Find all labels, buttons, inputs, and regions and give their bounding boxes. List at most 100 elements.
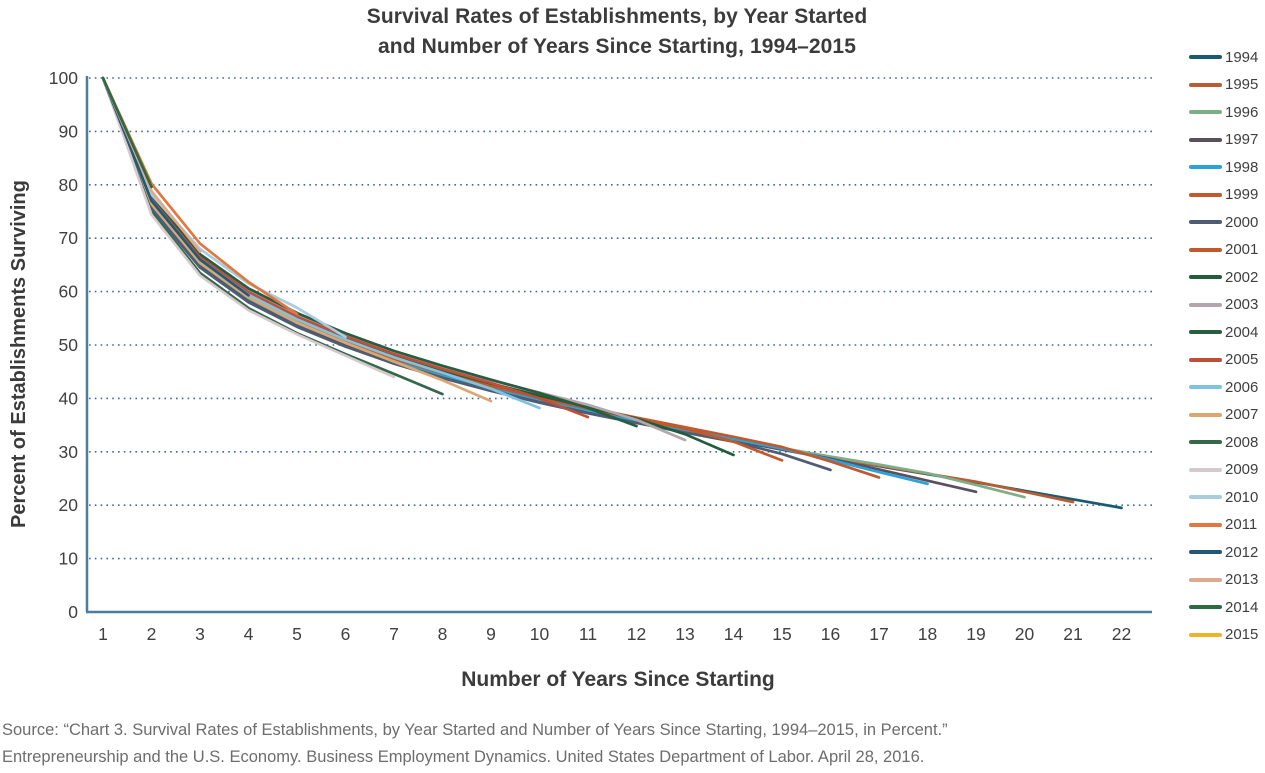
legend-label: 1996 — [1225, 103, 1259, 121]
legend-item-2011: 2011 — [1189, 515, 1257, 535]
x-tick-label: 18 — [918, 624, 937, 644]
series-line-2000 — [101, 76, 832, 472]
x-tick-label: 3 — [195, 624, 205, 644]
x-tick-label: 1 — [98, 624, 108, 644]
legend-label: 2012 — [1225, 543, 1259, 561]
y-tick-label: 30 — [59, 442, 79, 462]
legend-label: 2015 — [1225, 626, 1259, 644]
legend-label: 1999 — [1225, 186, 1259, 204]
legend-item-2000: 2000 — [1189, 212, 1258, 232]
x-tick-label: 14 — [724, 624, 744, 644]
legend: 1994 1995 1996 1997 1998 1999 2000 2001 2002 2003… — [1189, 0, 1265, 660]
source-line1: Source: “Chart 3. Survival Rates of Esta… — [2, 721, 948, 739]
y-tick-label: 80 — [59, 175, 79, 195]
legend-swatch — [1189, 302, 1222, 307]
legend-swatch — [1189, 550, 1222, 555]
legend-item-2015: 2015 — [1189, 625, 1258, 645]
x-tick-label: 15 — [772, 624, 791, 644]
legend-swatch — [1189, 110, 1222, 115]
legend-label: 1998 — [1225, 158, 1259, 176]
source-line2: Entrepreneurship and the U.S. Economy. B… — [2, 748, 925, 766]
legend-label: 2008 — [1225, 433, 1259, 451]
series-line-2008 — [101, 76, 444, 396]
legend-item-2003: 2003 — [1189, 295, 1258, 315]
legend-item-1997: 1997 — [1189, 130, 1258, 150]
x-tick-label: 22 — [1112, 624, 1131, 644]
legend-swatch — [1189, 412, 1222, 417]
y-tick-label: 40 — [59, 388, 79, 408]
legend-item-2006: 2006 — [1189, 377, 1258, 397]
legend-swatch — [1189, 82, 1222, 87]
y-tick-label: 20 — [59, 495, 79, 515]
y-tick-label: 10 — [59, 549, 79, 569]
legend-item-1996: 1996 — [1189, 102, 1258, 122]
x-tick-label: 11 — [579, 624, 597, 644]
x-tick-label: 2 — [147, 624, 157, 644]
x-tick-label: 7 — [389, 624, 399, 644]
series-line-2010 — [101, 76, 347, 339]
legend-label: 1994 — [1225, 48, 1259, 66]
legend-label: 2001 — [1225, 241, 1259, 259]
legend-item-2012: 2012 — [1189, 542, 1258, 562]
legend-label: 2009 — [1225, 461, 1259, 479]
legend-item-2007: 2007 — [1189, 405, 1258, 425]
legend-swatch — [1189, 165, 1222, 170]
x-tick-label: 19 — [966, 624, 985, 644]
legend-item-2010: 2010 — [1189, 487, 1258, 507]
legend-swatch — [1189, 605, 1222, 610]
legend-item-2002: 2002 — [1189, 267, 1258, 287]
y-tick-label: 90 — [59, 121, 79, 141]
legend-swatch — [1189, 330, 1222, 335]
series-line-2012 — [101, 76, 250, 297]
chart-title: Survival Rates of Establishments, by Yea… — [0, 2, 1234, 62]
series-line-2014 — [101, 76, 153, 189]
legend-swatch — [1189, 440, 1222, 445]
legend-item-2008: 2008 — [1189, 432, 1258, 452]
legend-swatch — [1189, 275, 1222, 280]
y-tick-label: 50 — [59, 335, 79, 355]
x-tick-label: 10 — [530, 624, 550, 644]
legend-label: 2006 — [1225, 378, 1259, 396]
legend-label: 2000 — [1225, 213, 1259, 231]
legend-item-2009: 2009 — [1189, 460, 1258, 480]
legend-item-1995: 1995 — [1189, 75, 1258, 95]
legend-swatch — [1189, 385, 1222, 390]
x-tick-label: 9 — [486, 624, 496, 644]
chart-title-line2: and Number of Years Since Starting, 1994… — [378, 35, 856, 58]
series-line-2005 — [101, 76, 590, 419]
legend-swatch — [1189, 522, 1222, 527]
legend-label: 2013 — [1225, 571, 1259, 589]
legend-swatch — [1189, 495, 1222, 500]
legend-item-2004: 2004 — [1189, 322, 1258, 342]
x-tick-label: 13 — [675, 624, 694, 644]
legend-label: 1995 — [1225, 76, 1259, 94]
y-tick-label: 60 — [59, 282, 79, 302]
legend-swatch — [1189, 137, 1222, 142]
legend-item-1994: 1994 — [1189, 47, 1258, 67]
legend-label: 2007 — [1225, 406, 1259, 424]
legend-label: 2002 — [1225, 268, 1259, 286]
legend-swatch — [1189, 220, 1222, 225]
series-line-2009 — [101, 76, 396, 379]
legend-swatch — [1189, 357, 1222, 362]
legend-swatch — [1189, 577, 1222, 582]
series-line-2004 — [101, 76, 638, 428]
legend-label: 2011 — [1225, 516, 1258, 534]
legend-item-2014: 2014 — [1189, 597, 1258, 617]
legend-label: 2010 — [1225, 488, 1259, 506]
legend-label: 2003 — [1225, 296, 1259, 314]
x-tick-label: 8 — [438, 624, 448, 644]
legend-item-2013: 2013 — [1189, 570, 1258, 590]
x-tick-label: 21 — [1063, 624, 1082, 644]
series-line-2011 — [101, 76, 299, 316]
legend-swatch — [1189, 192, 1222, 197]
legend-label: 2005 — [1225, 351, 1259, 369]
y-tick-label: 100 — [49, 68, 78, 88]
x-tick-label: 16 — [821, 624, 840, 644]
legend-label: 2014 — [1225, 598, 1259, 616]
legend-label: 2004 — [1225, 323, 1259, 341]
x-tick-label: 12 — [627, 624, 646, 644]
y-axis-title: Percent of Establishments Surviving — [8, 180, 30, 528]
x-tick-label: 20 — [1015, 624, 1035, 644]
